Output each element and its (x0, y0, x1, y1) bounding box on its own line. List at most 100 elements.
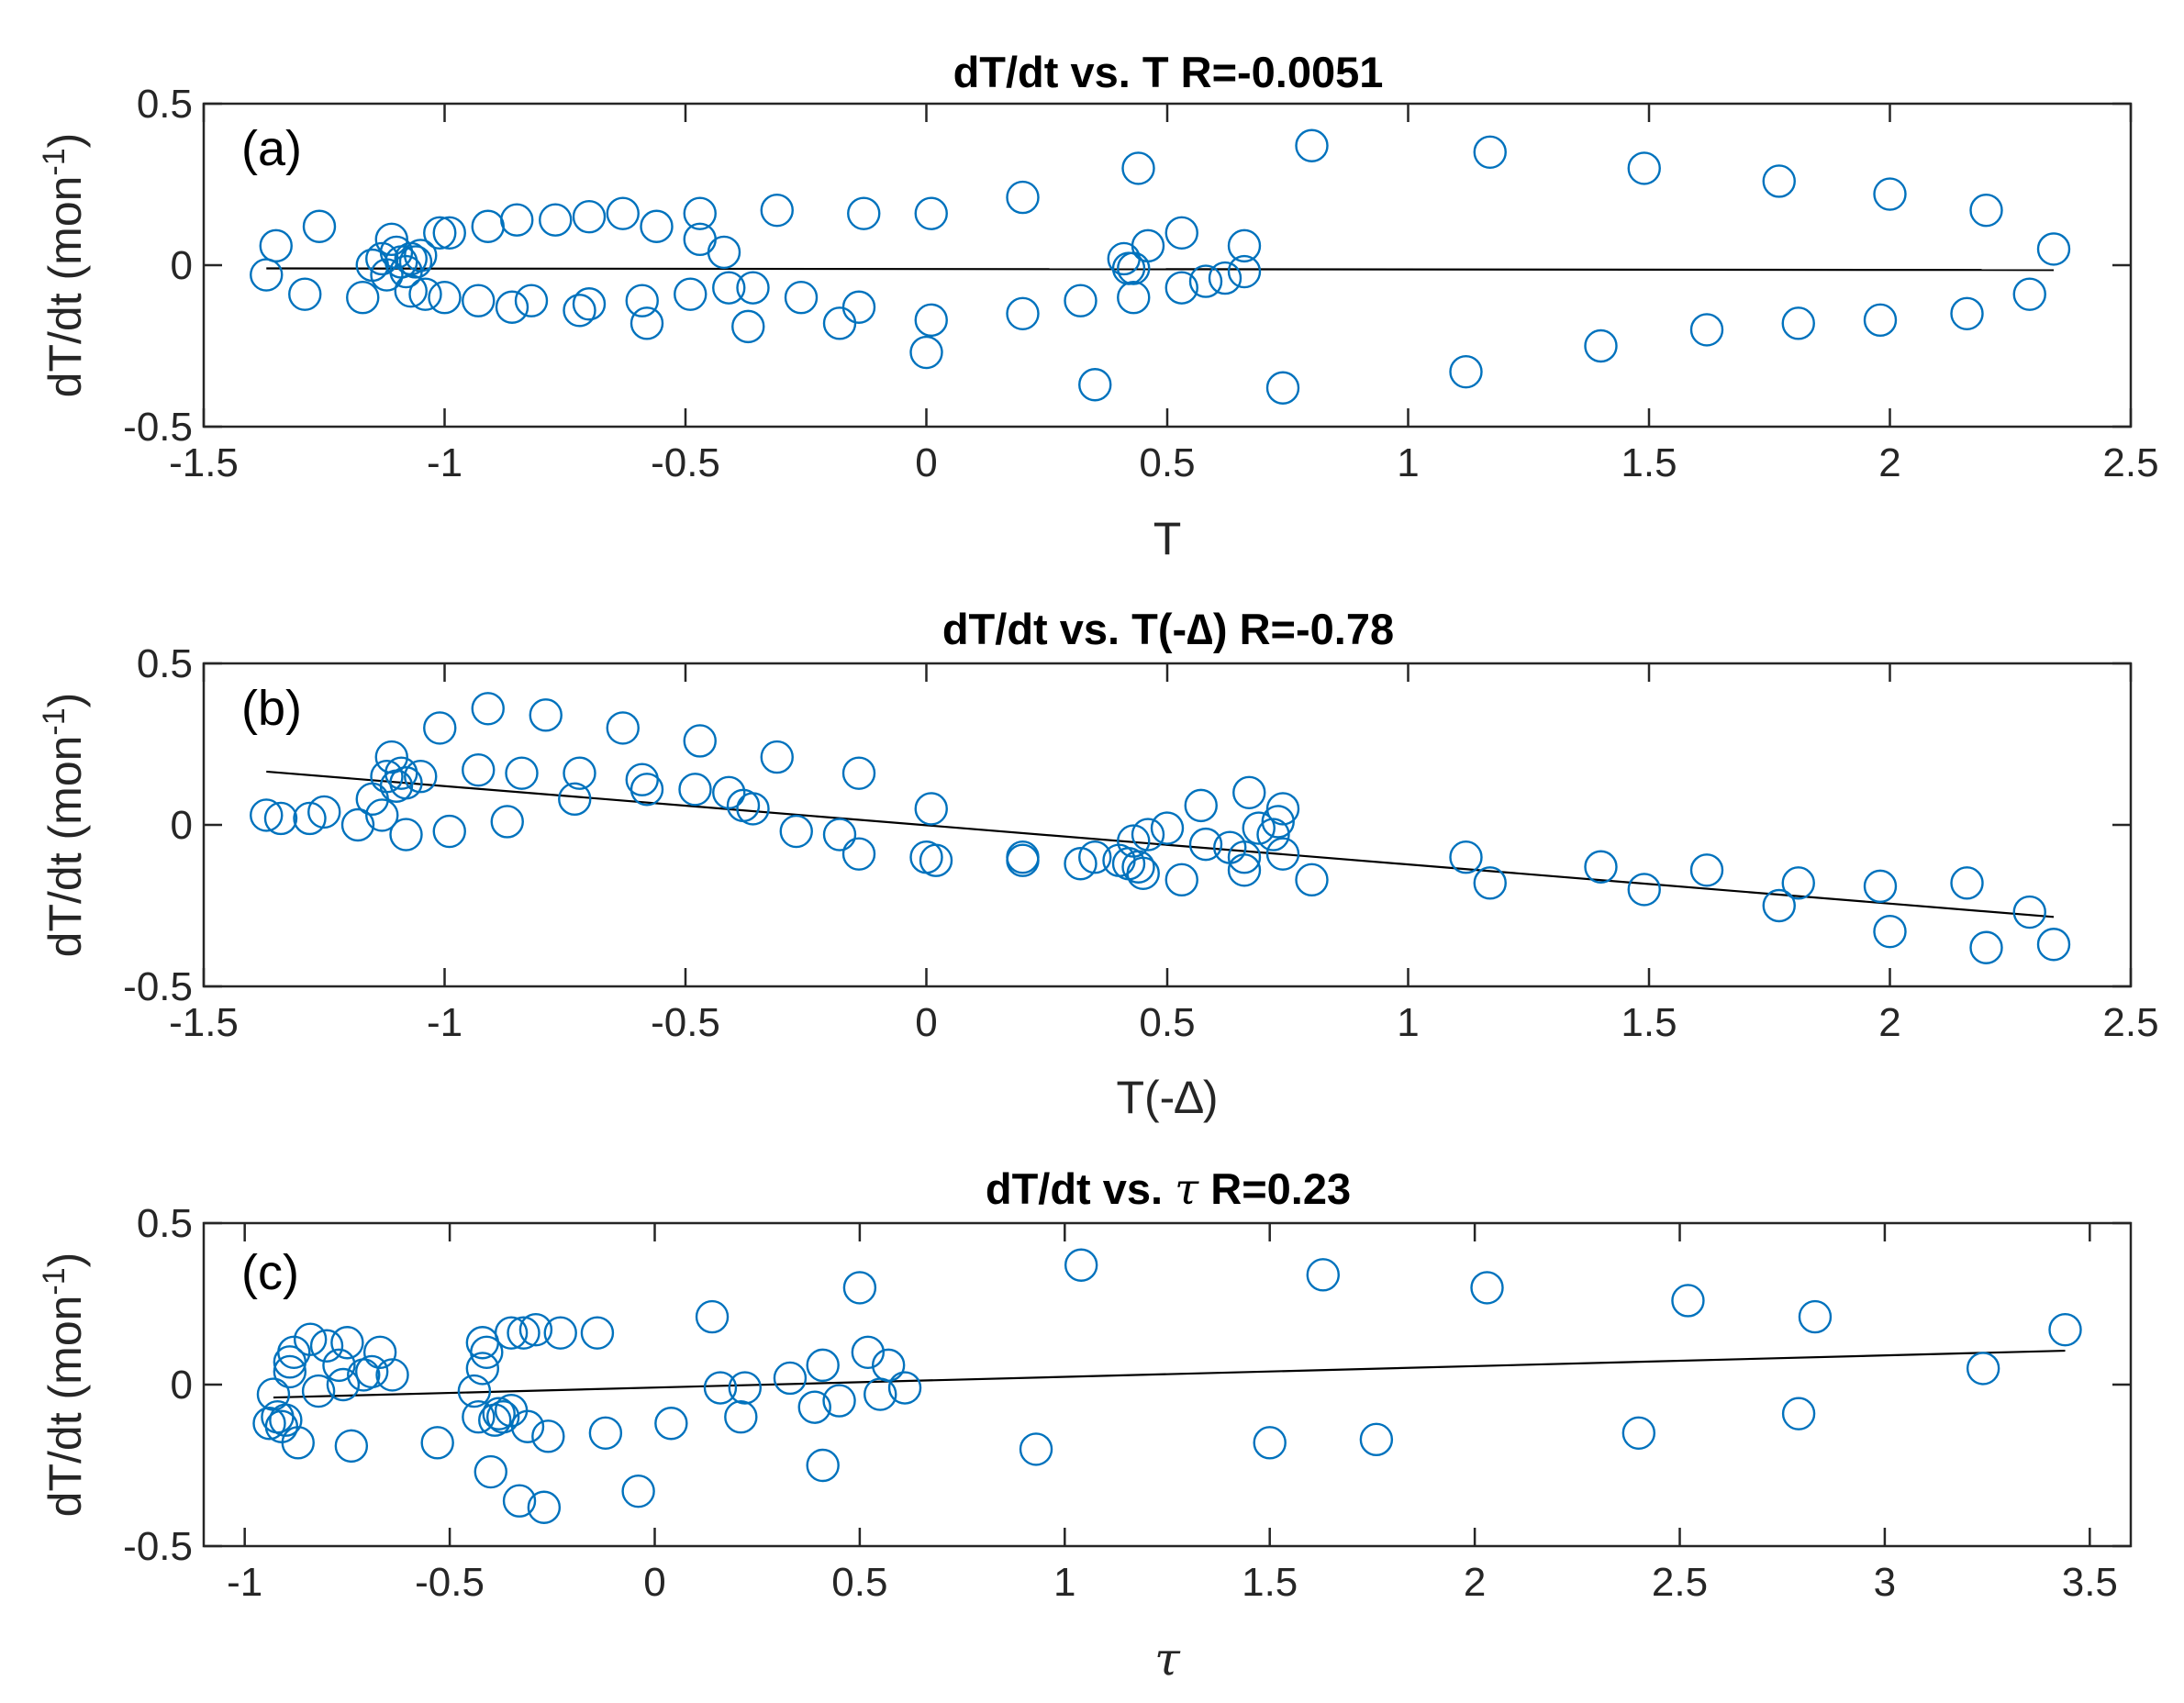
data-point (1798, 1299, 1833, 1334)
data-point (1449, 354, 1483, 389)
data-point (307, 795, 341, 829)
data-point (2036, 232, 2071, 266)
data-point (365, 798, 399, 832)
data-point (340, 807, 375, 842)
data-point (1188, 264, 1223, 298)
data-point (1006, 180, 1040, 215)
data-point (914, 196, 948, 230)
panel-b-ytick-labels: -0.5 0 0.5 (123, 641, 193, 1009)
data-point (379, 235, 414, 270)
data-point (404, 239, 438, 273)
data-point (432, 814, 466, 849)
panel-c-axes (202, 1221, 2133, 1548)
x-tick-label: -1 (427, 1000, 462, 1045)
data-point (1184, 788, 1218, 823)
data-point (301, 1374, 336, 1408)
data-point (806, 1448, 840, 1483)
x-tick-label: 1.5 (1242, 1560, 1298, 1605)
data-point (457, 1374, 492, 1408)
panel-a-ticks (202, 102, 2133, 429)
data-point (760, 193, 794, 228)
panel-b-xtick-labels: -1.5 -1 -0.5 0 0.5 1 1.5 2 2.5 (169, 1000, 2159, 1045)
data-point (1265, 792, 1300, 826)
data-point (408, 277, 442, 311)
data-point (1006, 296, 1040, 330)
x-tick-label: 3 (1874, 1560, 1896, 1605)
panel-a-ylabel: dT/dt (mon-1) (37, 133, 91, 398)
data-point (822, 818, 857, 852)
panel-a-xtick-labels: -1.5 -1 -0.5 0 0.5 1 1.5 2 2.5 (169, 440, 2159, 485)
data-point (404, 760, 438, 794)
data-point (374, 222, 408, 257)
data-point (288, 277, 322, 311)
data-point (630, 306, 664, 340)
x-tick-label: -0.5 (651, 1000, 720, 1045)
data-point (1227, 853, 1262, 887)
data-point (797, 1390, 831, 1424)
panel-a-fit-line (266, 267, 2055, 272)
data-point (293, 801, 327, 836)
data-point (1117, 281, 1151, 315)
data-point (914, 303, 948, 338)
data-point (502, 1484, 537, 1518)
data-point (822, 1384, 856, 1418)
data-point (470, 1335, 504, 1370)
data-point (462, 284, 496, 317)
data-point (1449, 840, 1483, 874)
data-point (736, 792, 770, 826)
data-point (1117, 824, 1151, 858)
data-point (841, 290, 876, 324)
data-point (760, 740, 794, 774)
data-point (389, 766, 423, 800)
panel-a-label: (a) (241, 121, 302, 176)
data-point (423, 711, 457, 745)
panel-a-markers (250, 128, 2071, 405)
data-point (1265, 837, 1300, 871)
data-point (1473, 135, 1507, 170)
data-point (1064, 284, 1098, 317)
data-point (841, 756, 876, 790)
data-point (695, 1299, 730, 1334)
data-point (1164, 271, 1198, 305)
panel-b-markers (250, 692, 2071, 964)
data-point (531, 1419, 565, 1453)
data-point (1227, 840, 1262, 874)
data-point (1265, 371, 1300, 405)
panel-c-xlabel: τ (1154, 1632, 1181, 1686)
data-point (432, 216, 466, 250)
data-point (354, 1354, 389, 1389)
data-point (1470, 1271, 1504, 1305)
data-point (703, 1371, 738, 1405)
data-point (588, 1416, 623, 1451)
data-point (1969, 930, 2003, 964)
data-point (1126, 856, 1160, 890)
data-point (471, 692, 505, 726)
data-point (1078, 368, 1112, 402)
data-point (293, 1322, 328, 1356)
data-point (806, 1348, 840, 1383)
data-point (1131, 228, 1165, 263)
data-point (1689, 313, 1724, 347)
data-point (1359, 1422, 1394, 1457)
data-point (1232, 775, 1266, 809)
y-tick-label: -0.5 (123, 964, 193, 1009)
data-point (1584, 850, 1618, 884)
data-point (1863, 869, 1898, 904)
x-tick-label: -1 (227, 1560, 262, 1605)
data-point (731, 309, 765, 344)
data-point (309, 1329, 344, 1363)
data-point (346, 281, 380, 315)
data-point (1295, 863, 1329, 897)
data-point (728, 1371, 762, 1405)
data-point (572, 199, 607, 234)
x-tick-label: 0.5 (1139, 440, 1195, 485)
x-tick-label: 2.5 (2102, 1000, 2158, 1045)
data-point (485, 1399, 520, 1434)
x-tick-label: 1.5 (1621, 440, 1677, 485)
y-tick-label: 0 (171, 243, 193, 288)
y-tick-label: -0.5 (123, 1524, 193, 1569)
data-point (2012, 277, 2046, 311)
data-point (507, 1316, 540, 1350)
data-point (707, 235, 741, 270)
